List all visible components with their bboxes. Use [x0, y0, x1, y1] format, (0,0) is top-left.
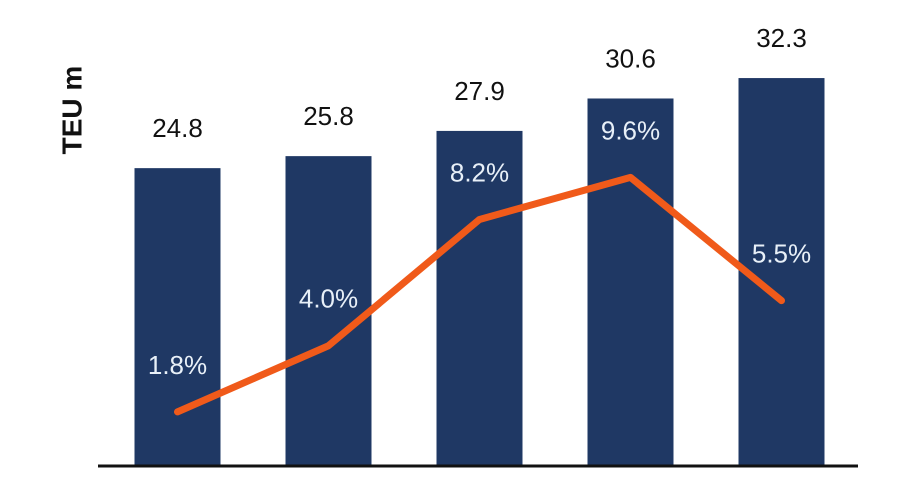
- bar: [587, 98, 674, 467]
- bar: [436, 130, 523, 467]
- bar-value-label: 30.6: [605, 43, 656, 73]
- line-value-label: 1.8%: [148, 350, 207, 380]
- bar-value-label: 25.8: [303, 101, 354, 131]
- y-axis-label: TEU m: [56, 66, 87, 155]
- bar: [134, 168, 221, 466]
- line-value-label: 8.2%: [450, 157, 509, 187]
- bar: [285, 156, 372, 466]
- bar-value-label: 27.9: [454, 76, 505, 106]
- line-value-label: 9.6%: [601, 115, 660, 145]
- bar: [738, 78, 825, 466]
- line-value-label: 5.5%: [752, 239, 811, 269]
- line-value-label: 4.0%: [299, 284, 358, 314]
- bar-value-label: 32.3: [756, 23, 807, 53]
- line: [174, 173, 785, 416]
- bar-value-label: 24.8: [152, 113, 203, 143]
